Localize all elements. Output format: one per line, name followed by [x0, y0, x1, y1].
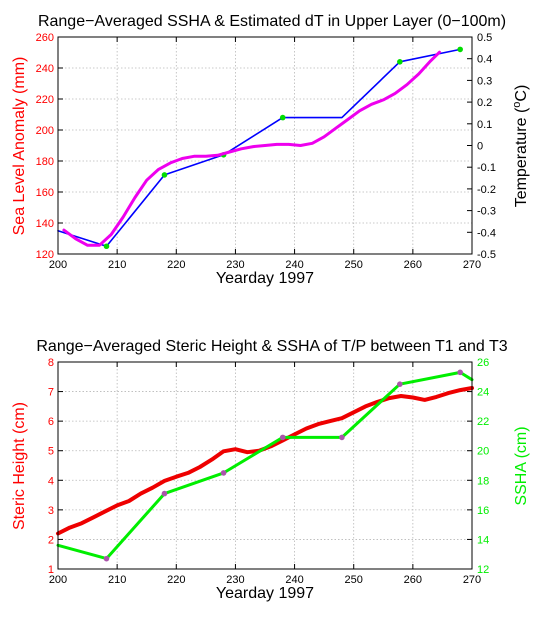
- y-right-tick-label: 24: [477, 387, 489, 399]
- y-tick-label: 6: [48, 416, 54, 428]
- y-tick-label: 8: [48, 357, 54, 369]
- chart-top-series: [57, 46, 463, 250]
- chart-top-ylabel-right-unit: C): [513, 85, 530, 102]
- data-point-marker: [161, 172, 168, 178]
- y-tick-label: 240: [36, 63, 54, 75]
- data-point-marker: [220, 470, 227, 476]
- x-tick-label: 200: [49, 259, 67, 271]
- chart-top-ylabel: Sea Level Anomaly (mm): [11, 57, 28, 236]
- x-tick-label: 200: [49, 574, 67, 586]
- x-tick-label: 210: [108, 259, 126, 271]
- series-line-0: [56, 386, 474, 536]
- y-right-tick-label: 18: [477, 475, 489, 487]
- y-right-tick-label: 16: [477, 505, 489, 517]
- data-point-marker: [279, 114, 286, 121]
- y-right-tick-label: 26: [477, 357, 489, 369]
- series-line-1: [62, 50, 441, 247]
- y-tick-label: 140: [36, 218, 54, 230]
- x-tick-label: 220: [167, 574, 185, 586]
- x-tick-label: 240: [285, 259, 303, 271]
- y-right-tick-label: 22: [477, 416, 489, 428]
- y-right-tick-label: 0.2: [477, 97, 492, 109]
- chart-bottom: Range−Averaged Steric Height & SSHA of T…: [11, 338, 530, 602]
- x-tick-label: 220: [167, 259, 185, 271]
- chart-top-ticks: 200 210 220 230 240 250 260 270 120 140 160 180 200 2…: [36, 32, 496, 271]
- chart-top-grid: [58, 37, 472, 254]
- y-right-tick-label: 12: [477, 564, 489, 576]
- y-right-tick-label: 0.1: [477, 119, 492, 131]
- chart-top-title: Range−Averaged SSHA & Estimated dT in Up…: [38, 13, 506, 30]
- x-tick-label: 260: [404, 259, 422, 271]
- y-tick-label: 4: [48, 475, 54, 487]
- x-tick-label: 250: [345, 574, 363, 586]
- y-right-tick-label: 0.3: [477, 75, 492, 87]
- y-right-tick-label: 14: [477, 534, 489, 546]
- x-tick-label: 230: [226, 259, 244, 271]
- series-line-1: [56, 370, 474, 561]
- x-tick-label: 210: [108, 574, 126, 586]
- chart-bottom-grid: [58, 362, 472, 569]
- data-point-marker: [339, 434, 345, 441]
- data-point-marker: [279, 434, 286, 441]
- y-tick-label: 120: [36, 249, 54, 261]
- series-line-0: [57, 48, 462, 248]
- x-tick-label: 230: [226, 574, 244, 586]
- y-tick-label: 2: [48, 534, 54, 546]
- x-tick-label: 270: [463, 259, 481, 271]
- y-right-tick-label: -0.2: [477, 184, 496, 196]
- y-tick-label: 200: [36, 125, 54, 137]
- y-tick-label: 7: [48, 387, 54, 399]
- y-tick-label: 160: [36, 187, 54, 199]
- chart-top-ylabel-right-text: Temperature (: [513, 107, 530, 207]
- chart-bottom-xlabel: Yearday 1997: [216, 585, 314, 602]
- chart-bottom-ylabel-right: SSHA (cm): [513, 426, 530, 505]
- chart-top-ylabel-right-sup: o: [511, 102, 523, 108]
- y-tick-label: 1: [48, 564, 54, 576]
- y-right-tick-label: -0.1: [477, 162, 496, 174]
- y-tick-label: 220: [36, 94, 54, 106]
- y-tick-label: 260: [36, 32, 54, 44]
- y-tick-label: 3: [48, 505, 54, 517]
- chart-bottom-series: [56, 369, 474, 562]
- y-right-tick-label: -0.4: [477, 227, 496, 239]
- data-point-marker: [161, 490, 168, 497]
- data-point-marker: [457, 46, 463, 53]
- y-right-tick-label: 20: [477, 446, 489, 458]
- y-right-tick-label: -0.5: [477, 249, 496, 261]
- y-tick-label: 5: [48, 446, 54, 458]
- x-tick-label: 270: [463, 574, 481, 586]
- y-right-tick-label: 0: [477, 141, 483, 153]
- y-tick-label: 180: [36, 156, 54, 168]
- chart-bottom-ylabel: Steric Height (cm): [11, 402, 28, 530]
- x-tick-label: 240: [285, 574, 303, 586]
- y-right-tick-label: 0.4: [477, 54, 492, 66]
- y-right-tick-label: 0.5: [477, 32, 492, 44]
- data-point-marker: [103, 243, 110, 250]
- x-tick-label: 250: [345, 259, 363, 271]
- data-point-marker: [103, 555, 110, 562]
- data-point-marker: [397, 381, 403, 387]
- chart-bottom-title: Range−Averaged Steric Height & SSHA of T…: [36, 338, 507, 355]
- data-point-marker: [397, 59, 403, 65]
- chart-bottom-plot-frame: [57, 361, 473, 570]
- chart-top-ylabel-right: Temperature (oC): [511, 85, 530, 208]
- x-tick-label: 260: [404, 574, 422, 586]
- y-right-tick-label: -0.3: [477, 206, 496, 218]
- chart-top: Range−Averaged SSHA & Estimated dT in Up…: [11, 13, 530, 287]
- data-point-marker: [457, 369, 463, 376]
- chart-top-xlabel: Yearday 1997: [216, 270, 314, 287]
- chart-bottom-ticks: 200 210 220 230 240 250 260 2701234567812141618…: [48, 357, 489, 586]
